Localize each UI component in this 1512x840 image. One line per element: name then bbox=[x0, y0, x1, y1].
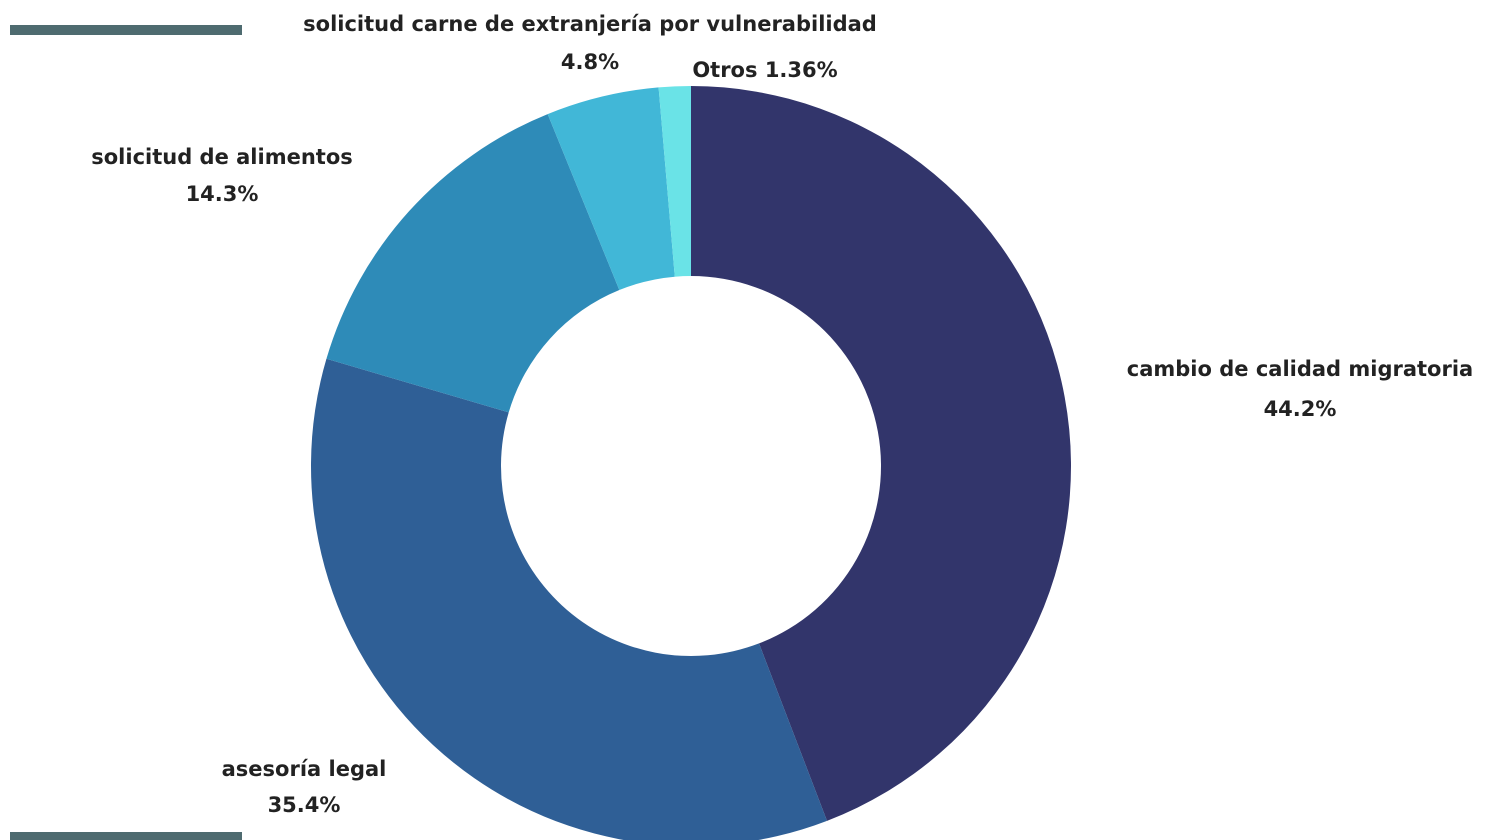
donut-slices bbox=[311, 86, 1072, 840]
donut-slice-solicitud-de-alimentos bbox=[326, 114, 620, 413]
donut-slice-solicitud-carne-de-extranjeria-por-vulnerabilidad bbox=[547, 87, 675, 291]
slice-value-otros: 1.36% bbox=[765, 58, 838, 82]
top-accent-bar bbox=[10, 25, 242, 35]
slice-value-solicitud-de-alimentos: 14.3% bbox=[186, 182, 259, 206]
donut-slice-asesoria-legal bbox=[311, 358, 828, 840]
slice-label-solicitud-de-alimentos: solicitud de alimentos bbox=[91, 145, 353, 169]
slice-value-asesoria-legal: 35.4% bbox=[268, 793, 341, 817]
slice-value-solicitud-carne-de-extranjeria: 4.8% bbox=[561, 50, 619, 74]
slice-label-cambio-de-calidad-migratoria: cambio de calidad migratoria bbox=[1127, 357, 1473, 381]
slice-value-cambio-de-calidad-migratoria: 44.2% bbox=[1264, 397, 1337, 421]
donut-slice-otros bbox=[658, 86, 691, 277]
donut-slice-cambio-de-calidad-migratoria bbox=[691, 86, 1072, 821]
bottom-accent-bar bbox=[10, 832, 242, 840]
slice-label-otros-name: Otros bbox=[692, 58, 757, 82]
slice-label-otros: Otros 1.36% bbox=[692, 58, 837, 82]
slice-label-asesoria-legal: asesoría legal bbox=[222, 757, 387, 781]
slice-label-solicitud-carne-de-extranjeria: solicitud carne de extranjería por vulne… bbox=[303, 12, 877, 36]
